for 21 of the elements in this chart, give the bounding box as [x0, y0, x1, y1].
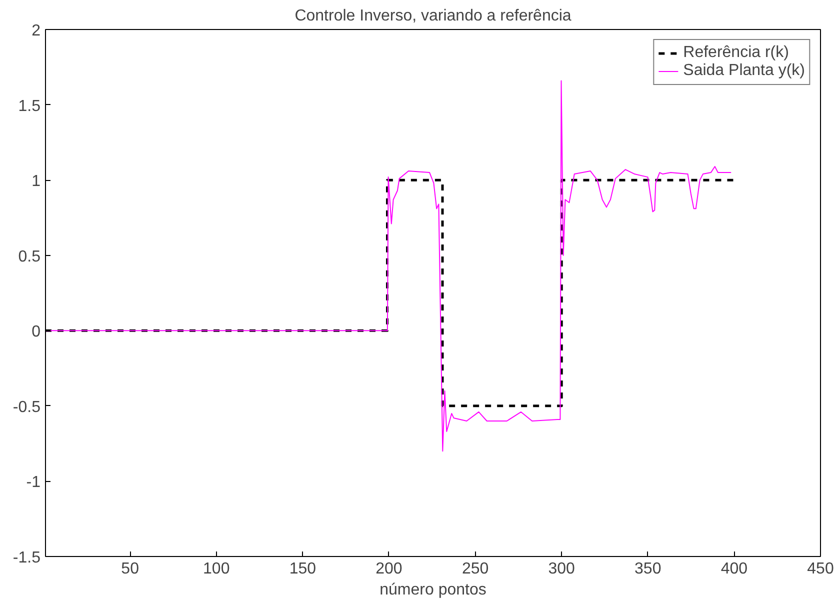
y-tick-label: 0 [32, 324, 41, 341]
x-tick-label: 300 [548, 560, 576, 578]
y-tick-label: -0.5 [12, 398, 41, 416]
x-tick-label: 200 [376, 560, 402, 578]
x-tick-label: 250 [462, 560, 489, 578]
y-tick-label: -1.5 [12, 550, 41, 566]
x-tick-label: 50 [121, 560, 140, 578]
x-tick-label: 100 [203, 560, 230, 578]
y-tick-label: 1 [32, 173, 41, 190]
y-tick-label: 0.5 [18, 248, 41, 266]
x-tick-label: 150 [289, 560, 316, 578]
x-tick-label: 400 [720, 560, 748, 578]
y-tick-label: 1.5 [18, 98, 41, 115]
legend-label: Saida Planta y(k) [683, 62, 805, 80]
chart-title: Controle Inverso, variando a referência [294, 8, 572, 24]
x-axis-title: número pontos [380, 582, 486, 598]
x-tick-label: 350 [634, 560, 662, 578]
legend-label: Referência r(k) [683, 44, 789, 62]
y-tick-label: -1 [26, 474, 41, 492]
y-tick-label: 2 [32, 22, 41, 40]
x-tick-label: 450 [807, 560, 834, 578]
